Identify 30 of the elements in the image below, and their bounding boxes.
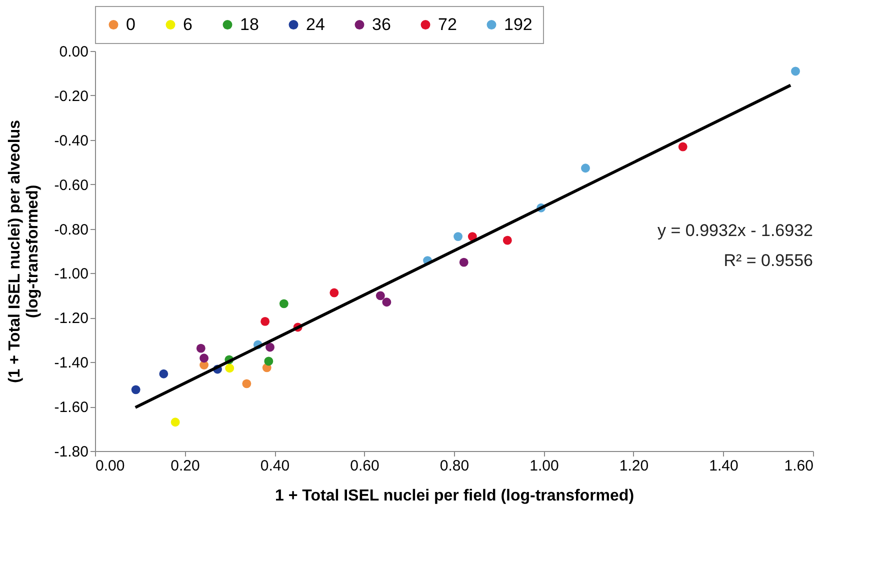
legend-label: 18 xyxy=(240,14,259,34)
x-axis-title: 1 + Total ISEL nuclei per field (log-transformed) xyxy=(274,488,634,504)
x-tick-label: 0.20 xyxy=(170,458,200,474)
y-tick-label: -1.40 xyxy=(54,354,88,372)
y-tick-label: -1.60 xyxy=(54,399,88,416)
y-tick-label: -0.20 xyxy=(54,88,88,105)
y-tick-label: -1.80 xyxy=(54,444,88,460)
y-tick-label: -1.20 xyxy=(54,310,88,328)
x-tick-label: 1.00 xyxy=(530,458,559,474)
x-tick-label: 1.20 xyxy=(619,458,649,474)
x-tick-label: 0.00 xyxy=(96,458,125,474)
annotation: y = 0.9932x - 1.6932 xyxy=(658,221,813,240)
x-tick-label: 0.60 xyxy=(350,458,380,474)
y-tick-label: -0.80 xyxy=(54,221,88,238)
legend-label: 6 xyxy=(183,14,192,34)
y-tick-label: -0.60 xyxy=(54,176,88,194)
y-tick-label: -1.00 xyxy=(54,266,88,283)
y-axis-title: (1 + Total ISEL nuclei) per alveolus (log-transformed) xyxy=(6,120,42,384)
legend-label: 192 xyxy=(504,14,532,34)
y-tick-label: -0.40 xyxy=(54,132,88,150)
legend-label: 72 xyxy=(438,14,457,34)
y-tick-label: 0.00 xyxy=(59,44,88,60)
x-tick-label: 0.40 xyxy=(260,458,290,474)
annotation: R² = 0.9556 xyxy=(724,251,813,270)
x-tick-label: 0.80 xyxy=(440,458,470,474)
legend-label: 0 xyxy=(126,14,136,34)
legend-label: 36 xyxy=(372,14,391,34)
x-tick-label: 1.40 xyxy=(709,458,738,474)
x-tick-label: 1.60 xyxy=(784,458,814,474)
legend-label: 24 xyxy=(306,14,325,34)
